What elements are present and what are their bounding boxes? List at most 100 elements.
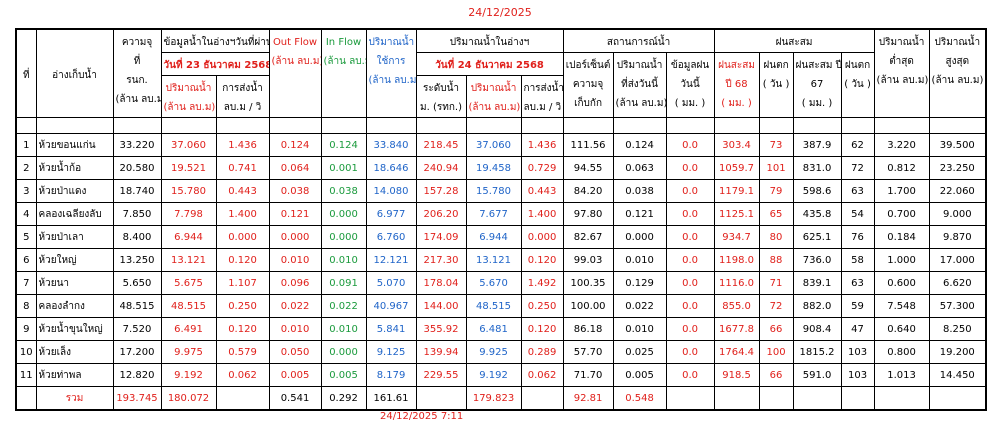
cell: 101 (758, 156, 794, 180)
empty-cell (215, 386, 270, 411)
header-line: การส่งน้ำ (523, 83, 564, 94)
cell: ห้วยนา (35, 271, 114, 295)
cell: 12.820 (112, 363, 162, 387)
cell: 831.0 (792, 156, 842, 180)
cell: 23.250 (928, 156, 987, 180)
header-line: ปริมาณน้ำในอ่างฯ (449, 37, 530, 48)
empty-cell (665, 386, 715, 411)
cell: 625.1 (792, 225, 842, 249)
cell: ห้วยขอนแก่น (35, 133, 114, 157)
cell: 66 (758, 317, 794, 341)
cell: 0.062 (520, 363, 564, 387)
cell: 37.060 (160, 133, 217, 157)
header-line: วันนี้ (680, 79, 700, 90)
total-cell: 0.541 (268, 386, 322, 411)
cell: 0.124 (320, 133, 367, 157)
header-line: ระดับน้ำ (422, 83, 460, 94)
cell: 48.515 (160, 294, 217, 318)
cell: 6.944 (465, 225, 522, 249)
data-row: 11 ห้วยท่าพล 12.820 9.192 0.062 0.005 0.005 8.1… (15, 363, 987, 387)
header-cell: In Flow (ล้าน ลบ.ม) (320, 28, 367, 118)
cell: 882.0 (792, 294, 842, 318)
cell: 62 (840, 133, 875, 157)
cell: 12.121 (365, 248, 417, 272)
cell: 0.000 (520, 225, 564, 249)
header-cell: ปริมาณน้ำในอ่างฯ (415, 28, 564, 53)
header-line: ฝนสะสม ปี (795, 60, 842, 71)
cell: 435.8 (792, 202, 842, 226)
cell: 0.0 (665, 156, 715, 180)
cell: 72 (758, 294, 794, 318)
cell: 13.250 (112, 248, 162, 272)
cell: 139.94 (415, 340, 467, 364)
cell: 94.55 (562, 156, 614, 180)
header-line: Out Flow (272, 37, 318, 48)
header-cell: ปริมาณน้ำ ต่ำสุด (ล้าน ลบ.ม) (873, 28, 930, 118)
header-line: ปริมาณน้ำ (878, 37, 925, 48)
cell: 11 (15, 363, 37, 387)
cell: 240.94 (415, 156, 467, 180)
cell: 2 (15, 156, 37, 180)
cell: 33.840 (365, 133, 417, 157)
cell: 54 (840, 202, 875, 226)
header-cell: ระดับน้ำ ม. (รทก.) (415, 75, 467, 118)
cell: 86.18 (562, 317, 614, 341)
cell: 7 (15, 271, 37, 295)
cell: 18.646 (365, 156, 417, 180)
cell: 0.0 (665, 363, 715, 387)
cell: 1.000 (873, 248, 930, 272)
cell: 598.6 (792, 179, 842, 203)
cell: 58 (840, 248, 875, 272)
cell: 79 (758, 179, 794, 203)
cell: 99.03 (562, 248, 614, 272)
header-cell: ความจุที่รนก. (ล้าน ลบ.ม) (112, 28, 162, 118)
cell: 0.121 (612, 202, 667, 226)
cell: 0.022 (320, 294, 367, 318)
cell: 0.005 (612, 363, 667, 387)
cell: 9.125 (365, 340, 417, 364)
cell: 5.070 (365, 271, 417, 295)
cell: 355.92 (415, 317, 467, 341)
cell: 3 (15, 179, 37, 203)
empty-cell (758, 386, 794, 411)
cell: 855.0 (713, 294, 760, 318)
cell: 63 (840, 179, 875, 203)
header-line: (ล้าน ลบ.ม) (163, 102, 216, 113)
header-line: ปริมาณน้ำ (368, 37, 415, 48)
cell: คลองเฉลียงลับ (35, 202, 114, 226)
cell: 0.250 (215, 294, 270, 318)
cell: 111.56 (562, 133, 614, 157)
cell: 934.7 (713, 225, 760, 249)
cell: 71.70 (562, 363, 614, 387)
cell: 9.192 (160, 363, 217, 387)
cell: 591.0 (792, 363, 842, 387)
cell: 40.967 (365, 294, 417, 318)
header-line: ความจุ (572, 79, 604, 90)
header-cell: ฝนสะสม ปี 67 ( มม. ) (792, 52, 842, 118)
cell: 8.400 (112, 225, 162, 249)
header-line: ปริมาณน้ำ (470, 83, 517, 94)
cell: 0.022 (268, 294, 322, 318)
cell: 0.0 (665, 271, 715, 295)
cell: 0.038 (320, 179, 367, 203)
header-line: 67 (810, 79, 824, 90)
cell: 0.443 (520, 179, 564, 203)
cell: 19.458 (465, 156, 522, 180)
cell: 174.09 (415, 225, 467, 249)
empty-cell (562, 117, 614, 134)
blank-row (15, 117, 987, 134)
cell: 0.700 (873, 202, 930, 226)
cell: 5 (15, 225, 37, 249)
cell: 0.121 (268, 202, 322, 226)
cell: ห้วยใหญ่ (35, 248, 114, 272)
header-line: (ล้าน ลบ.ม) (323, 56, 366, 67)
cell: 0.741 (215, 156, 270, 180)
header-line: ( มม. ) (674, 98, 706, 109)
cell: 0.010 (320, 248, 367, 272)
cell: 0.096 (268, 271, 322, 295)
cell: 72 (840, 156, 875, 180)
header-line: (ล้าน ลบ.ม) (468, 102, 521, 113)
cell: 144.00 (415, 294, 467, 318)
cell: 0.120 (215, 317, 270, 341)
header-line: (ล้าน ลบ.ม) (615, 98, 667, 109)
